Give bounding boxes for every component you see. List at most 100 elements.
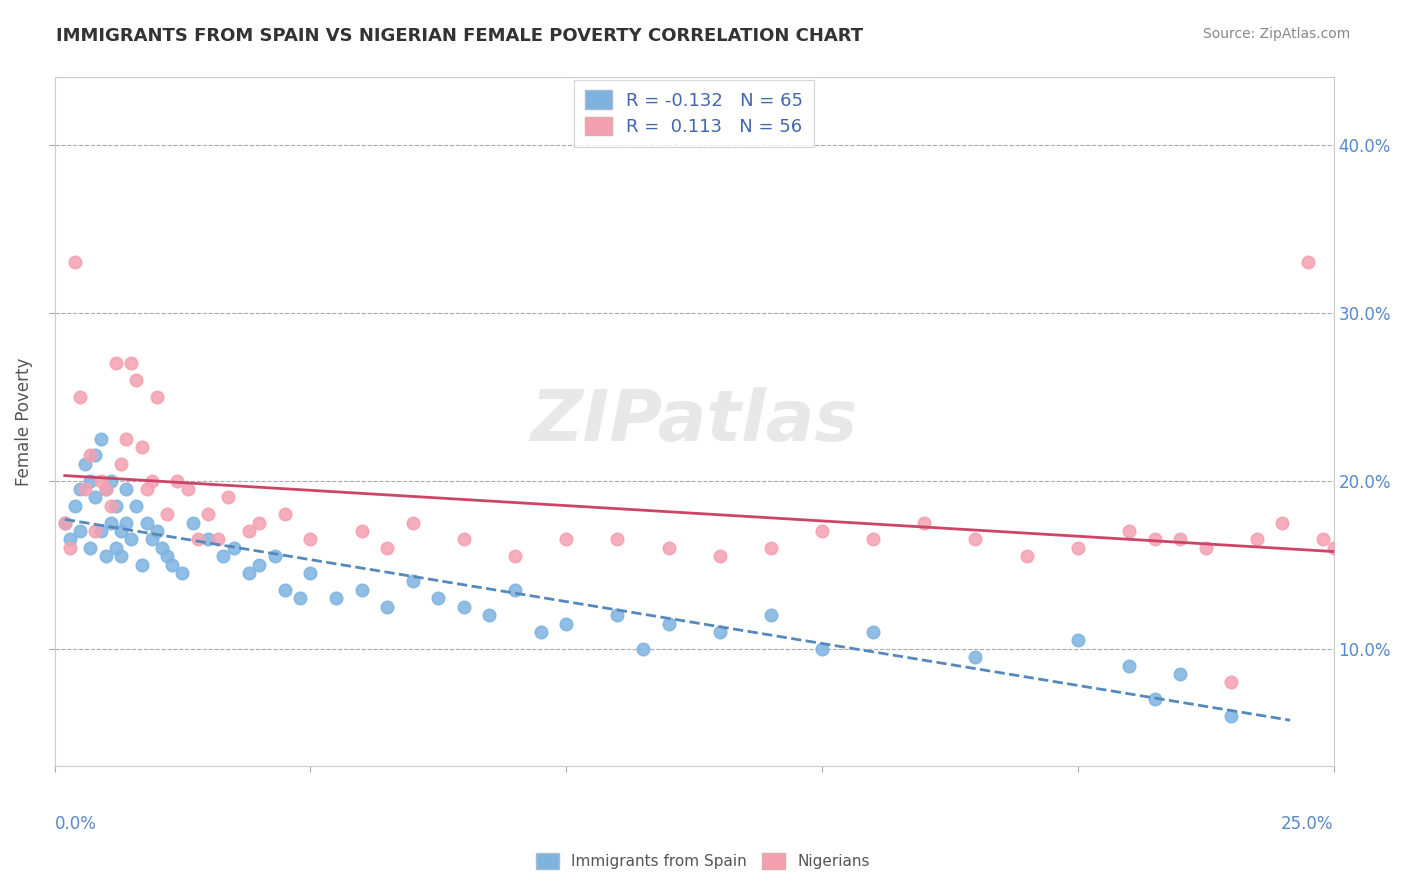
Point [555, 533, 578, 547]
Point [862, 624, 884, 639]
Point [59, 541, 82, 555]
Point [181, 516, 204, 530]
Point [453, 533, 475, 547]
Point [131, 558, 153, 572]
Point [90, 432, 112, 446]
Point [606, 608, 628, 623]
Point [90, 524, 112, 538]
Point [657, 616, 679, 631]
Point [274, 508, 297, 522]
Point [135, 516, 157, 530]
Point [125, 373, 148, 387]
Point [90, 474, 112, 488]
Legend: R = -0.132   N = 65, R =  0.113   N = 56: R = -0.132 N = 65, R = 0.113 N = 56 [574, 79, 814, 147]
Point [811, 641, 834, 656]
Point [160, 558, 183, 572]
Point [709, 624, 731, 639]
Text: Source: ZipAtlas.com: Source: ZipAtlas.com [1202, 27, 1350, 41]
Point [115, 516, 138, 530]
Point [94, 482, 117, 496]
Point [1220, 675, 1243, 690]
Point [1323, 541, 1346, 555]
Legend: Immigrants from Spain, Nigerians: Immigrants from Spain, Nigerians [530, 847, 876, 875]
Point [1067, 541, 1090, 555]
Point [69, 524, 91, 538]
Point [150, 541, 173, 555]
Point [75, 482, 97, 496]
Text: ZIPatlas: ZIPatlas [530, 387, 858, 457]
Point [156, 549, 179, 564]
Point [79, 541, 101, 555]
Point [53, 516, 76, 530]
Point [53, 516, 76, 530]
Point [141, 533, 163, 547]
Point [247, 516, 270, 530]
Point [759, 608, 782, 623]
Point [709, 549, 731, 564]
Point [218, 491, 240, 505]
Point [120, 533, 142, 547]
Point [350, 524, 373, 538]
Point [156, 508, 179, 522]
Point [166, 474, 188, 488]
Point [402, 574, 425, 589]
Point [222, 541, 245, 555]
Point [172, 566, 194, 580]
Point [79, 449, 101, 463]
Point [862, 533, 884, 547]
Point [299, 533, 322, 547]
Point [1195, 541, 1218, 555]
Point [120, 356, 142, 370]
Text: IMMIGRANTS FROM SPAIN VS NIGERIAN FEMALE POVERTY CORRELATION CHART: IMMIGRANTS FROM SPAIN VS NIGERIAN FEMALE… [56, 27, 863, 45]
Point [146, 524, 169, 538]
Point [1118, 524, 1140, 538]
Point [1067, 633, 1090, 648]
Point [1118, 658, 1140, 673]
Point [100, 474, 122, 488]
Point [104, 499, 127, 513]
Point [69, 390, 91, 404]
Point [402, 516, 425, 530]
Point [84, 491, 107, 505]
Point [375, 599, 398, 614]
Point [453, 599, 475, 614]
Point [63, 499, 86, 513]
Point [529, 624, 551, 639]
Point [110, 549, 132, 564]
Point [63, 255, 86, 269]
Point [1312, 533, 1334, 547]
Point [146, 390, 169, 404]
Point [325, 591, 347, 606]
Point [75, 457, 97, 471]
Point [1015, 549, 1038, 564]
Point [1143, 692, 1166, 706]
Point [811, 524, 834, 538]
Point [115, 482, 138, 496]
Point [657, 541, 679, 555]
Point [59, 533, 82, 547]
Point [141, 474, 163, 488]
Point [1168, 667, 1191, 681]
Point [350, 582, 373, 597]
Point [100, 516, 122, 530]
Point [478, 608, 501, 623]
Point [759, 541, 782, 555]
Point [125, 499, 148, 513]
Point [555, 616, 578, 631]
Point [94, 549, 117, 564]
Point [110, 524, 132, 538]
Point [606, 533, 628, 547]
Point [427, 591, 450, 606]
Point [1220, 709, 1243, 723]
Point [631, 641, 654, 656]
Point [274, 582, 297, 597]
Point [69, 482, 91, 496]
Point [503, 549, 526, 564]
Point [299, 566, 322, 580]
Point [375, 541, 398, 555]
Point [176, 482, 198, 496]
Point [197, 508, 219, 522]
Point [1143, 533, 1166, 547]
Point [212, 549, 235, 564]
Point [187, 533, 209, 547]
